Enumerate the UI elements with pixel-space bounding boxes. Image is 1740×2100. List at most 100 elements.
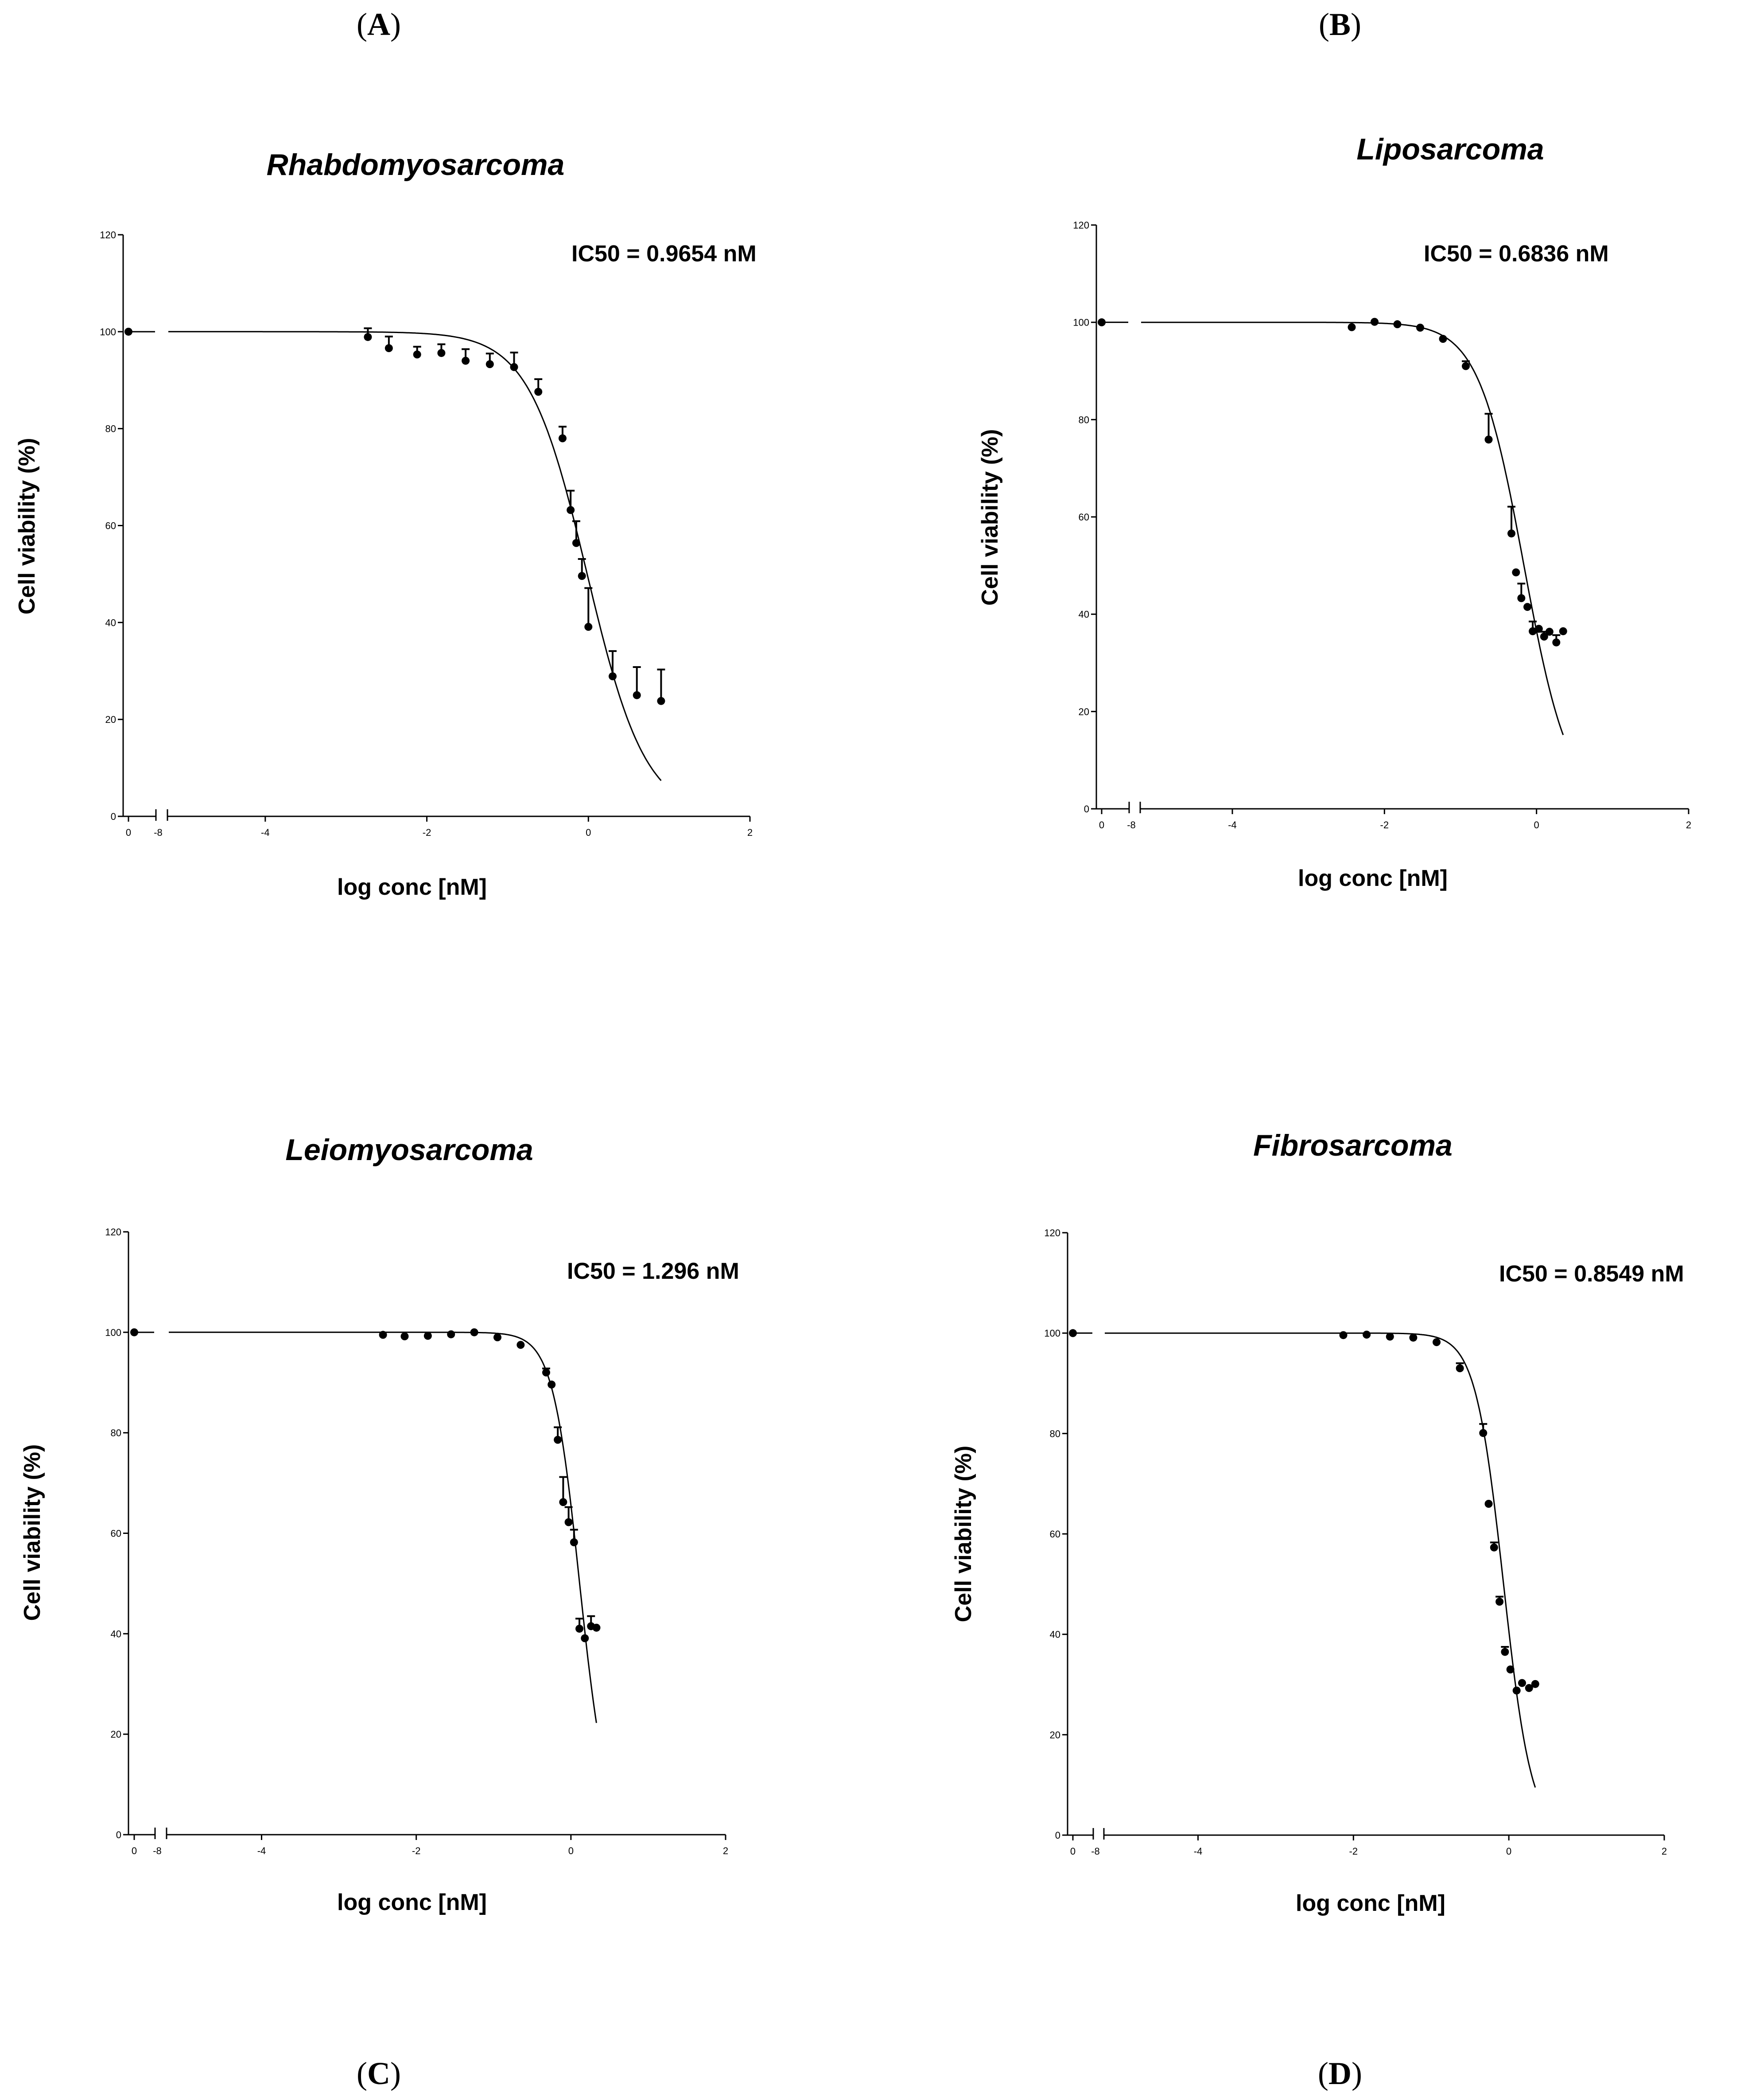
data-point: [470, 1328, 478, 1336]
data-point: [567, 506, 575, 514]
data-point: [447, 1330, 455, 1339]
control-data-point: [124, 327, 132, 336]
data-point: [1484, 435, 1493, 444]
x-axis-label: log conc [nM]: [337, 874, 487, 900]
data-point: [364, 333, 372, 341]
y-tick-label: 120: [1044, 1227, 1060, 1238]
y-tick-label: 100: [1073, 317, 1089, 328]
data-point: [1439, 335, 1447, 343]
ic50-annotation: IC50 = 0.9654 nM: [571, 241, 757, 267]
fit-curve: [1105, 1332, 1536, 1788]
y-axis-label: Cell viability (%): [14, 438, 40, 615]
x-tick-label: -8: [1091, 1846, 1100, 1857]
data-point: [510, 363, 518, 371]
control-data-point: [1069, 1329, 1077, 1337]
x-tick-label: 2: [747, 827, 753, 838]
ic50-annotation: IC50 = 0.8549 nM: [1499, 1261, 1684, 1287]
data-point: [578, 572, 586, 580]
data-point: [423, 1331, 432, 1340]
x-tick-label: 0: [132, 1845, 137, 1856]
data-point: [1416, 323, 1425, 332]
data-point: [379, 1331, 387, 1339]
data-point: [1523, 603, 1532, 611]
y-tick-label: 100: [100, 326, 116, 338]
y-tick-label: 80: [105, 423, 116, 435]
x-tick-label: -4: [1228, 819, 1237, 831]
data-point: [1490, 1543, 1498, 1552]
data-point: [1371, 318, 1379, 326]
panel-label-a: (A): [357, 7, 401, 42]
x-tick-label: -2: [423, 827, 431, 838]
x-tick-label: -4: [257, 1845, 266, 1856]
data-point: [1393, 320, 1402, 329]
x-tick-label: -4: [261, 827, 270, 838]
x-tick-label: 0: [1506, 1846, 1511, 1857]
data-point: [413, 350, 421, 359]
data-point: [1545, 628, 1554, 636]
data-point: [1348, 323, 1356, 331]
y-tick-label: 60: [1079, 512, 1089, 523]
data-point: [558, 434, 567, 443]
x-tick-label: 2: [723, 1845, 728, 1856]
x-axis-label: log conc [nM]: [1298, 866, 1448, 891]
x-tick-label: -4: [1194, 1846, 1203, 1857]
data-point: [1531, 1680, 1539, 1688]
data-point: [1518, 1679, 1526, 1687]
data-point: [570, 1538, 578, 1546]
ic50-annotation: IC50 = 0.6836 nM: [1424, 241, 1609, 267]
y-tick-label: 120: [105, 1227, 121, 1238]
data-point: [1512, 568, 1520, 577]
data-point: [485, 360, 494, 369]
x-tick-label: 0: [586, 827, 591, 838]
x-axis-label: log conc [nM]: [1296, 1890, 1445, 1916]
y-tick-label: 20: [1079, 706, 1089, 717]
data-point: [493, 1333, 501, 1342]
data-point: [400, 1332, 409, 1340]
data-point: [1433, 1338, 1441, 1347]
data-point: [1507, 529, 1516, 538]
fit-curve: [168, 331, 662, 781]
fit-curve: [169, 1331, 597, 1723]
control-data-point: [1098, 318, 1106, 326]
data-point: [1409, 1333, 1418, 1342]
data-point: [592, 1623, 601, 1632]
y-tick-label: 60: [1050, 1529, 1060, 1540]
x-tick-label: 0: [1070, 1846, 1076, 1857]
data-point: [542, 1368, 550, 1377]
y-tick-label: 0: [1084, 804, 1089, 815]
data-point: [1559, 627, 1567, 636]
y-axis-label: Cell viability (%): [951, 1446, 976, 1623]
data-point: [1484, 1500, 1493, 1508]
panel-label-b: (B): [1319, 7, 1361, 42]
y-tick-label: 80: [1079, 414, 1089, 425]
y-tick-label: 40: [1050, 1629, 1060, 1640]
data-point: [657, 697, 665, 705]
x-tick-label: 0: [126, 827, 131, 838]
data-point: [1529, 627, 1537, 636]
data-point: [1552, 638, 1561, 647]
chart-title: Rhabdomyosarcoma: [267, 148, 565, 182]
y-tick-label: 120: [1073, 220, 1089, 231]
x-tick-label: -2: [1380, 819, 1389, 831]
x-tick-label: -8: [153, 1845, 162, 1856]
data-point: [575, 1624, 584, 1633]
data-point: [633, 691, 641, 699]
y-tick-label: 0: [116, 1829, 121, 1840]
data-point: [581, 1634, 589, 1642]
data-point: [1479, 1429, 1488, 1437]
y-tick-label: 100: [1044, 1328, 1060, 1339]
data-point: [1462, 362, 1470, 370]
x-tick-label: -2: [1349, 1846, 1358, 1857]
y-tick-label: 80: [1050, 1428, 1060, 1439]
y-axis-label: Cell viability (%): [19, 1444, 45, 1621]
y-tick-label: 40: [1079, 609, 1089, 620]
data-point: [385, 344, 393, 353]
data-point: [548, 1380, 556, 1389]
data-point: [1501, 1648, 1509, 1656]
y-axis-label: Cell viability (%): [977, 429, 1003, 606]
data-point: [1517, 594, 1526, 602]
panel-label-d: (D): [1318, 2056, 1362, 2091]
x-tick-label: 0: [1099, 819, 1104, 831]
x-tick-label: 0: [568, 1845, 574, 1856]
